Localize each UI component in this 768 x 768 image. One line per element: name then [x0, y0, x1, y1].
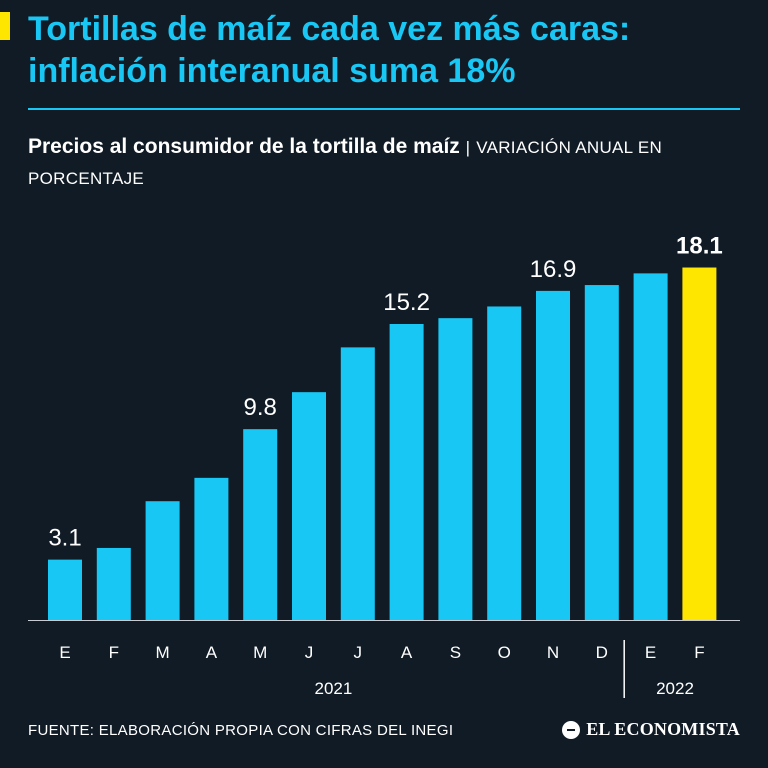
- x-tick-label-2: F: [109, 643, 119, 662]
- headline: Tortillas de maíz cada vez más caras: in…: [28, 8, 748, 92]
- x-tick-label-6: J: [305, 643, 314, 662]
- bar-5: [243, 429, 278, 620]
- bar-11: [536, 290, 570, 620]
- data-label-5: 9.8: [244, 394, 277, 421]
- year-label-2021: 2021: [314, 679, 352, 698]
- bar-1: [48, 559, 82, 620]
- x-tick-label-3: M: [156, 643, 170, 662]
- bar-6: [292, 392, 326, 620]
- bar-10: [487, 306, 522, 620]
- bar-4: [194, 477, 229, 620]
- x-tick-label-10: O: [498, 643, 511, 662]
- subtitle-units: VARIACIÓN ANUAL EN PORCENTAJE: [28, 138, 663, 188]
- bar-14: [682, 267, 717, 620]
- bar-3: [145, 501, 180, 620]
- brand-name: EL ECONOMISTA: [586, 719, 740, 739]
- x-tick-label-11: N: [547, 643, 559, 662]
- subtitle-separator: |: [465, 138, 471, 157]
- bar-12: [584, 285, 619, 620]
- headline-divider: [28, 108, 740, 110]
- data-label-1: 3.1: [48, 525, 81, 552]
- x-tick-label-13: E: [645, 643, 656, 662]
- chart-subtitle: Precios al consumidor de la tortilla de …: [28, 132, 740, 194]
- x-tick-label-14: F: [694, 643, 704, 662]
- subtitle-main: Precios al consumidor de la tortilla de …: [28, 135, 460, 158]
- bar-8: [389, 324, 424, 620]
- x-tick-label-7: J: [354, 643, 363, 662]
- brand-mark-icon: [562, 720, 581, 739]
- x-tick-label-8: A: [401, 643, 413, 662]
- bar-13: [633, 273, 668, 620]
- brand-logo: EL ECONOMISTA: [562, 719, 740, 740]
- year-label-2022: 2022: [656, 679, 694, 698]
- x-tick-label-1: E: [59, 643, 70, 662]
- headline-line-1: Tortillas de maíz cada vez más caras:: [28, 10, 631, 48]
- data-label-14: 18.1: [676, 233, 723, 260]
- data-label-8: 15.2: [383, 289, 430, 316]
- headline-line-2: inflación interanual suma 18%: [28, 52, 516, 90]
- x-tick-label-4: A: [206, 643, 218, 662]
- bar-9: [438, 318, 473, 620]
- bar-7: [340, 347, 375, 620]
- x-tick-label-9: S: [450, 643, 461, 662]
- accent-bar: [0, 12, 10, 40]
- source-note: FUENTE: ELABORACIÓN PROPIA CON CIFRAS DE…: [28, 722, 454, 739]
- x-tick-label-5: M: [253, 643, 267, 662]
- data-label-11: 16.9: [530, 256, 577, 283]
- bar-2: [96, 547, 131, 620]
- x-tick-label-12: D: [596, 643, 608, 662]
